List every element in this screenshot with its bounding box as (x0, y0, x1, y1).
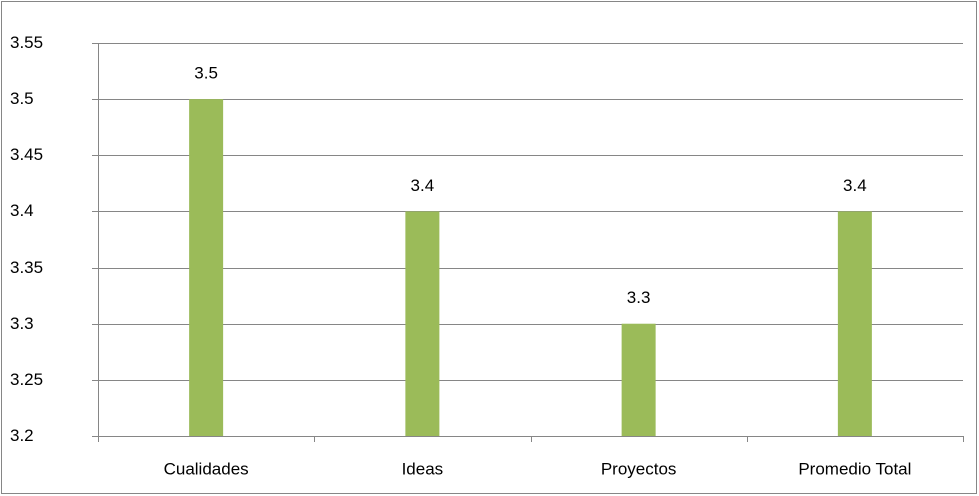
data-label: 3.4 (411, 176, 435, 195)
x-tick-label: Cualidades (164, 459, 249, 478)
x-tick-label: Proyectos (601, 459, 677, 478)
bar (621, 323, 656, 436)
bar (405, 211, 440, 436)
y-tick-label: 3.55 (10, 33, 43, 52)
y-tick-label: 3.5 (10, 89, 34, 108)
y-tick-label: 3.45 (10, 145, 43, 164)
bar (837, 211, 872, 436)
data-label: 3.4 (843, 176, 867, 195)
data-label: 3.5 (194, 64, 218, 83)
bar (189, 99, 224, 437)
y-tick-label: 3.35 (10, 258, 43, 277)
x-tick-label: Ideas (402, 459, 444, 478)
x-tick-label: Promedio Total (798, 459, 911, 478)
y-tick-label: 3.3 (10, 314, 34, 333)
data-label: 3.3 (627, 288, 651, 307)
y-tick-label: 3.2 (10, 426, 34, 445)
y-tick-label: 3.4 (10, 201, 34, 220)
y-tick-label: 3.25 (10, 370, 43, 389)
